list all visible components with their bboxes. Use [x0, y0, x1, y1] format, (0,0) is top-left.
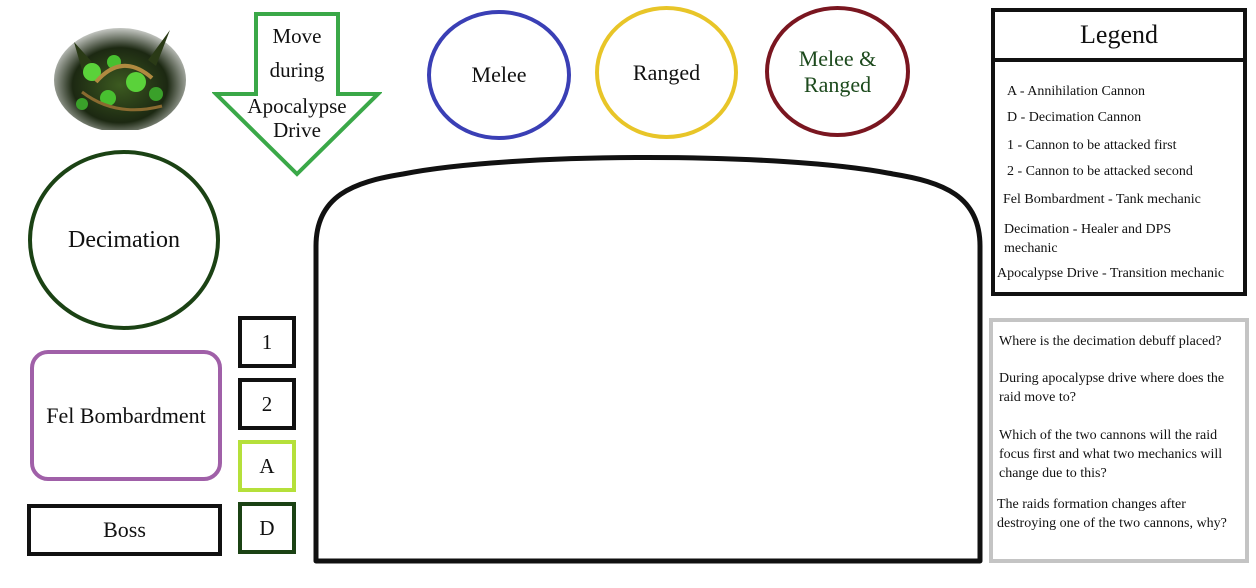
legend-item-fel-bombardment: Fel Bombardment - Tank mechanic — [1003, 192, 1201, 207]
boss-label: Boss — [103, 517, 146, 542]
legend-title: Legend — [995, 12, 1243, 62]
arrow-label-line3: Apocalypse — [247, 94, 347, 118]
marker-second-label: 2 — [261, 391, 273, 416]
move-arrow: Move during Apocalypse Drive — [212, 12, 382, 178]
melee-ranged-circle: Melee & Ranged — [765, 6, 910, 137]
legend-item-decimation-cannon: D - Decimation Cannon — [1007, 110, 1142, 125]
arrow-label-line2: during — [269, 58, 325, 82]
marker-first-label: 1 — [261, 329, 273, 354]
decimation-circle: Decimation — [28, 150, 220, 330]
legend-item-decimation: Decimation - Healer and DPS mechanic — [1004, 222, 1172, 256]
melee-ranged-label-line2: Ranged — [803, 71, 872, 97]
questions-panel: Where is the decimation debuff placed? D… — [989, 318, 1249, 563]
legend-item-second: 2 - Cannon to be attacked second — [1007, 164, 1193, 179]
decimation-label: Decimation — [68, 227, 180, 253]
question-1: Where is the decimation debuff placed? — [999, 334, 1222, 349]
fel-bombardment-label: Fel Bombardment — [46, 402, 206, 428]
question-2: During apocalypse drive where does the r… — [999, 371, 1225, 405]
ranged-label: Ranged — [632, 59, 701, 85]
melee-ranged-label-line1: Melee & — [798, 45, 877, 71]
arena-outline — [313, 146, 983, 564]
arrow-label-line1: Move — [272, 24, 322, 48]
marker-annihilation: A — [238, 440, 296, 492]
boss-box: Boss — [27, 504, 222, 556]
arrow-label-line4: Drive — [273, 118, 321, 142]
legend-item-apocalypse-drive: Apocalypse Drive - Transition mechanic — [997, 266, 1225, 281]
fel-bombardment-box: Fel Bombardment — [30, 350, 222, 481]
question-3: Which of the two cannons will the raid f… — [999, 428, 1223, 481]
boss-portrait-icon — [52, 22, 190, 132]
marker-annihilation-label: A — [259, 453, 275, 478]
melee-label: Melee — [471, 62, 527, 87]
ranged-circle: Ranged — [595, 6, 738, 139]
marker-second: 2 — [238, 378, 296, 430]
marker-decimation: D — [238, 502, 296, 554]
marker-decimation-label: D — [259, 515, 275, 540]
melee-circle: Melee — [427, 10, 571, 140]
legend-item-first: 1 - Cannon to be attacked first — [1007, 138, 1177, 153]
legend-item-annihilation: A - Annihilation Cannon — [1007, 84, 1146, 99]
question-4: The raids formation changes after destro… — [997, 497, 1227, 531]
marker-first: 1 — [238, 316, 296, 368]
legend-panel: Legend A - Annihilation Cannon D - Decim… — [991, 8, 1247, 296]
